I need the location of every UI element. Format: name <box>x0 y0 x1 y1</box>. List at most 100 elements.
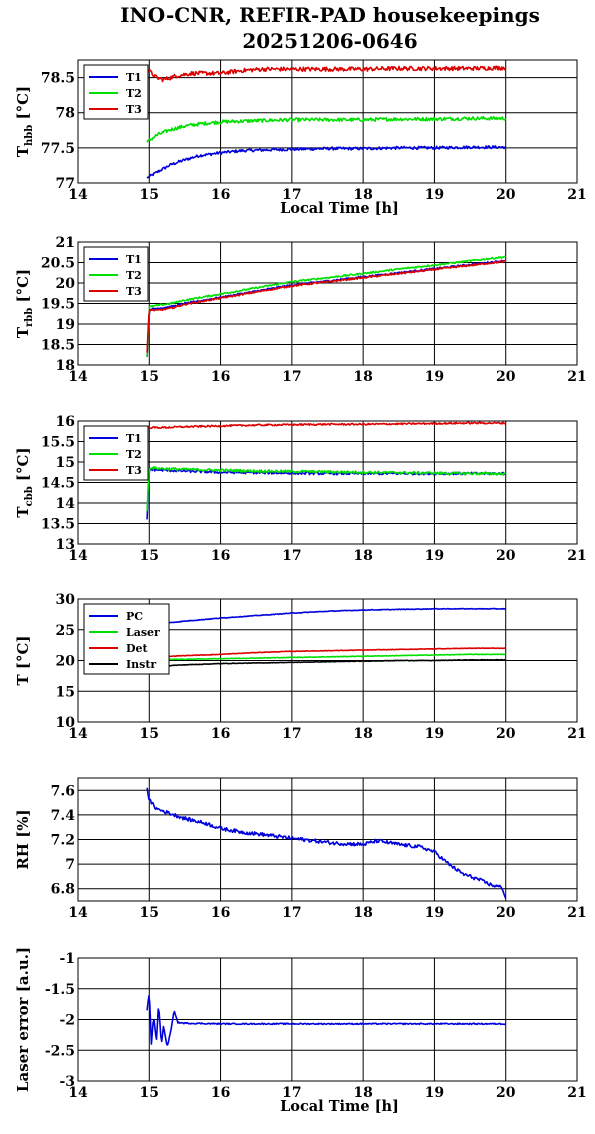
panel-hbb: 14 15 16 17 18 19 20 21 77 77.5 78 78.5 Local Time [… <box>14 59 587 217</box>
y-axis-label: Laser error [a.u.] <box>14 947 32 1092</box>
x-tick-label: 14 <box>68 726 88 742</box>
legend-label: T2 <box>126 87 142 100</box>
y-tick-label: 7.2 <box>51 833 75 849</box>
x-axis-label: Local Time [h] <box>280 1098 399 1115</box>
y-tick-label: 14 <box>56 496 76 512</box>
legend-label: Laser <box>126 626 160 639</box>
y-tick-label: -1.5 <box>45 982 75 998</box>
y-tick-label: 18.5 <box>41 338 75 354</box>
x-tick-label: 14 <box>68 548 88 564</box>
x-tick-label: 18 <box>353 369 372 385</box>
x-tick-label: 18 <box>353 1085 372 1101</box>
series-line-t3 <box>147 421 507 430</box>
legend-label: T1 <box>126 71 142 84</box>
legend-label: Det <box>126 642 149 655</box>
series-line-t2 <box>146 115 507 143</box>
x-tick-label: 21 <box>567 187 586 203</box>
plot-frame <box>77 957 578 1082</box>
x-tick-label: 16 <box>211 187 230 203</box>
series-line-instr <box>146 658 506 668</box>
legend-label: T3 <box>126 103 142 116</box>
y-tick-label: 30 <box>56 592 76 608</box>
y-tick-label: 21 <box>56 235 75 251</box>
y-tick-label: 78 <box>56 106 75 122</box>
y-tick-label: 77 <box>56 176 75 192</box>
y-tick-label: 78.5 <box>41 71 75 87</box>
x-tick-label: 19 <box>425 369 444 385</box>
plot-frame <box>77 59 578 184</box>
y-tick-label: -2 <box>59 1013 75 1029</box>
legend-label: T3 <box>126 464 142 477</box>
series-line-t3 <box>146 259 507 353</box>
x-tick-label: 20 <box>496 187 516 203</box>
y-tick-label: 13.5 <box>41 517 75 533</box>
figure-title-line2: 20251206-0646 <box>242 29 417 53</box>
x-tick-label: 18 <box>353 187 372 203</box>
series-line-laser <box>146 995 507 1046</box>
legend: T1 T2 T3 <box>83 64 149 120</box>
x-tick-label: 18 <box>353 548 372 564</box>
y-tick-label: 13 <box>56 537 75 553</box>
series-line-rh <box>146 787 507 899</box>
y-tick-label: 18 <box>56 358 75 374</box>
series-line-t1 <box>146 259 507 357</box>
x-tick-label: 17 <box>282 548 301 564</box>
panel-laser: 14 15 16 17 18 19 20 21 -3 -2.5 -2 -1.5 -1 Local Time… <box>14 947 587 1115</box>
legend-label: T2 <box>126 448 142 461</box>
figure-title-line1: INO-CNR, REFIR-PAD housekeepings <box>120 3 540 27</box>
legend-label: T1 <box>126 253 142 266</box>
x-tick-label: 20 <box>496 548 516 564</box>
y-axis-label: Trbb [°C] <box>14 269 35 338</box>
x-tick-label: 20 <box>496 1085 516 1101</box>
series-line-t2 <box>146 466 507 512</box>
y-tick-label: 19 <box>56 317 75 333</box>
x-tick-label: 14 <box>68 1085 88 1101</box>
y-tick-label: 10 <box>56 715 76 731</box>
x-tick-label: 16 <box>211 905 230 921</box>
y-tick-label: 20 <box>56 654 76 670</box>
legend-label: Instr <box>126 658 156 671</box>
series-line-t2 <box>146 255 507 357</box>
x-tick-label: 21 <box>567 726 586 742</box>
y-tick-label: 15.5 <box>41 435 75 451</box>
x-tick-label: 20 <box>496 905 516 921</box>
x-tick-label: 18 <box>353 905 372 921</box>
series-line-laser <box>147 653 506 661</box>
panel-cbb: 14 15 16 17 18 19 20 21 13 13.5 14 14.5 15 15.5 16 Tcbb… <box>14 414 587 564</box>
y-tick-label: 15 <box>56 455 75 471</box>
legend: PC Laser Det Instr <box>83 603 170 675</box>
y-tick-label: -2.5 <box>45 1043 75 1059</box>
x-tick-label: 14 <box>68 905 88 921</box>
x-tick-label: 16 <box>211 1085 230 1101</box>
plot-frame <box>77 241 578 366</box>
x-axis-label: Local Time [h] <box>280 200 399 217</box>
legend: T1 T2 T3 <box>83 425 149 481</box>
x-tick-label: 21 <box>567 369 586 385</box>
y-tick-label: 20 <box>56 276 76 292</box>
y-tick-label: 14.5 <box>41 476 75 492</box>
legend: T1 T2 T3 <box>83 246 149 302</box>
x-tick-label: 19 <box>425 548 444 564</box>
x-tick-label: 17 <box>282 369 301 385</box>
x-tick-label: 15 <box>140 548 159 564</box>
x-tick-label: 17 <box>282 1085 301 1101</box>
plot-frame <box>77 598 578 723</box>
x-tick-label: 21 <box>567 905 586 921</box>
x-tick-label: 20 <box>496 726 516 742</box>
y-tick-label: 19.5 <box>41 297 75 313</box>
legend-label: T3 <box>126 285 142 298</box>
plot-frame <box>77 777 578 902</box>
y-tick-label: 16 <box>56 414 75 430</box>
y-tick-label: 20.5 <box>41 256 75 272</box>
y-tick-label: 7.4 <box>51 808 76 824</box>
y-tick-label: 7.6 <box>51 783 75 799</box>
series-line-det <box>147 647 506 659</box>
legend-label: T2 <box>126 269 142 282</box>
y-axis-label: Thbb [°C] <box>14 86 35 157</box>
panel-temps: 14 15 16 17 18 19 20 21 10 15 20 25 30 T [°C] PC Laser D… <box>14 592 587 742</box>
y-tick-label: 25 <box>56 623 75 639</box>
y-axis-label: Tcbb [°C] <box>14 447 35 517</box>
y-axis-label: T [°C] <box>14 635 32 685</box>
x-tick-label: 18 <box>353 726 372 742</box>
series-line-t1 <box>146 467 507 520</box>
